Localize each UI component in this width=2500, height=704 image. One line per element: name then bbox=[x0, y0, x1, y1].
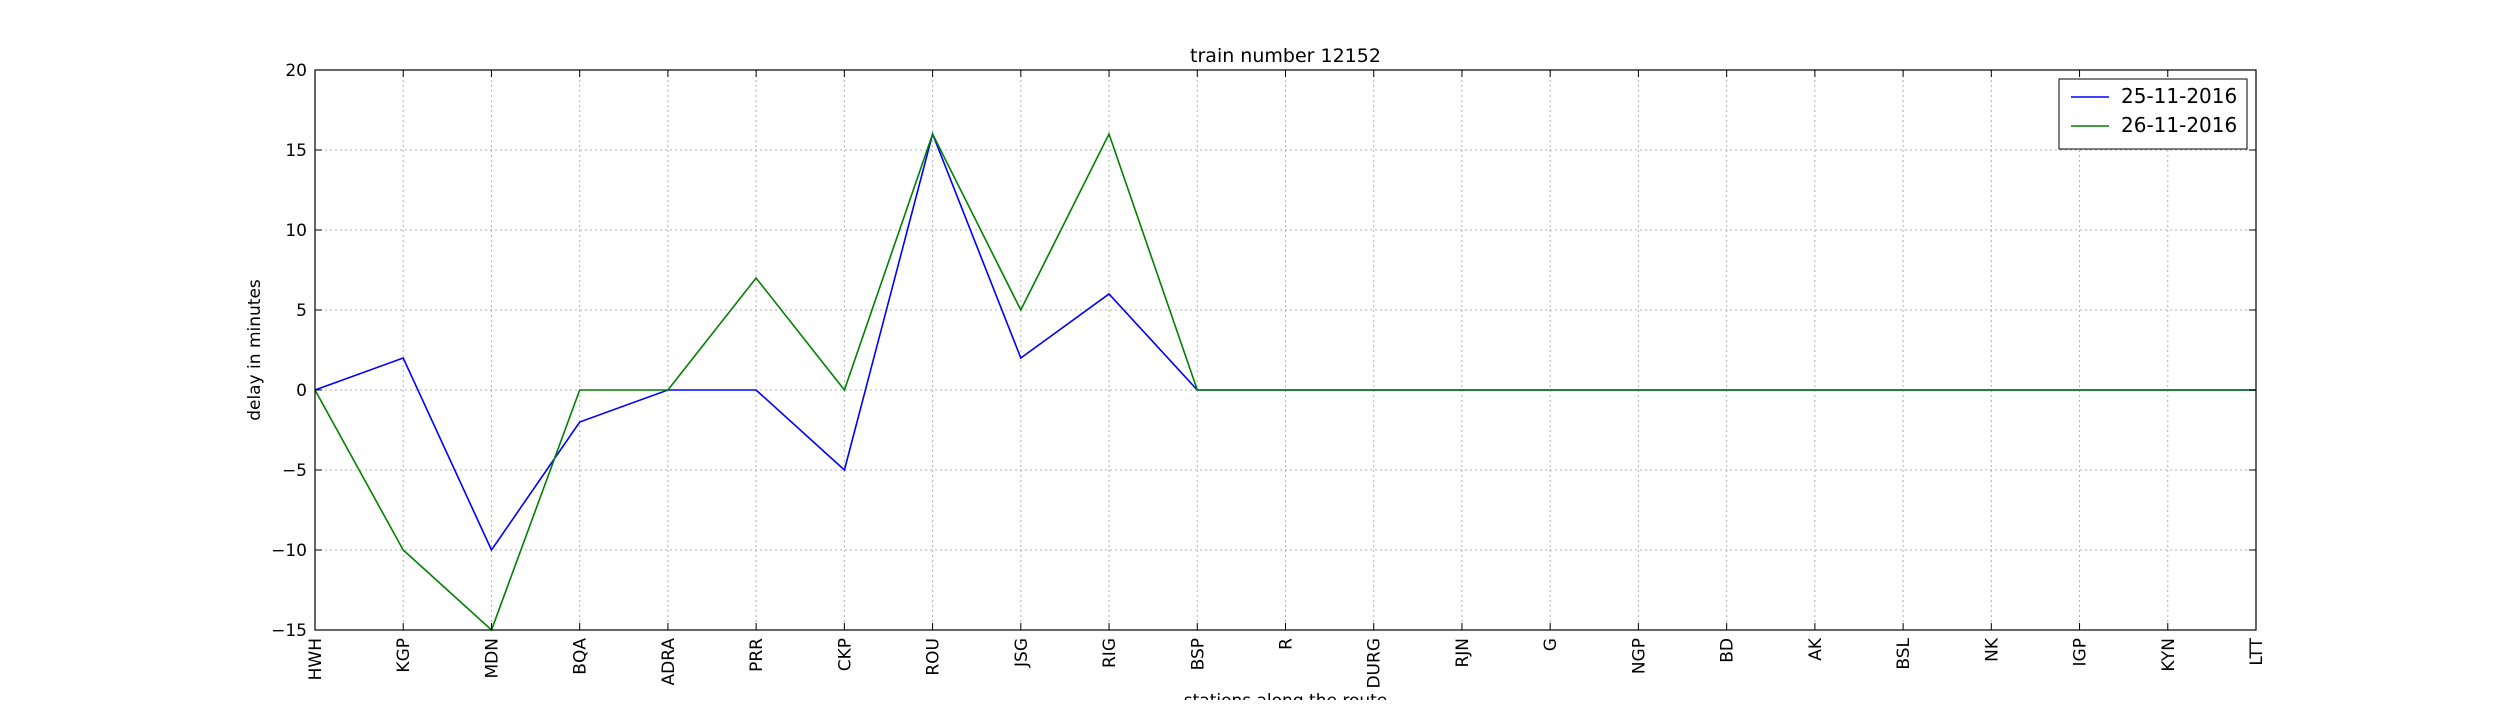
legend: 25-11-2016 26-11-2016 bbox=[2059, 79, 2247, 149]
chart-title: train number 12152 bbox=[1190, 45, 1381, 67]
x-tick-label: IGP bbox=[2071, 638, 2091, 666]
x-tick-label: PRR bbox=[747, 638, 767, 672]
x-tick-label: BSL bbox=[1894, 637, 1914, 669]
x-tick-label: BSP bbox=[1188, 638, 1208, 670]
x-axis-label: stations along the route bbox=[1184, 691, 1388, 700]
x-tick-label: G bbox=[1541, 638, 1561, 651]
y-tick-label: −5 bbox=[282, 461, 307, 481]
x-tick-label: HWH bbox=[306, 638, 326, 680]
x-tick-label: CKP bbox=[835, 638, 855, 671]
x-tick-label: LTT bbox=[2247, 637, 2267, 665]
y-tick-label: 0 bbox=[296, 381, 307, 401]
legend-label: 26-11-2016 bbox=[2121, 113, 2237, 137]
y-tick-label: 15 bbox=[285, 141, 307, 161]
y-tick-label: −10 bbox=[271, 541, 307, 561]
x-tick-label: NK bbox=[1982, 637, 2002, 662]
x-tick-label: MDN bbox=[482, 638, 502, 678]
x-tick-label: NGP bbox=[1629, 638, 1649, 674]
x-tick-label: RIG bbox=[1100, 638, 1120, 668]
x-tick-label: AK bbox=[1806, 637, 1826, 661]
y-tick-label: −15 bbox=[271, 621, 307, 641]
x-tick-label: DURG bbox=[1365, 638, 1385, 689]
x-tick-label: KGP bbox=[394, 638, 414, 673]
y-tick-label: 20 bbox=[285, 61, 307, 81]
x-tick-label: KYN bbox=[2159, 638, 2179, 672]
y-tick-label: 5 bbox=[296, 301, 307, 321]
x-tick-label: BD bbox=[1718, 638, 1738, 663]
y-axis-label: delay in minutes bbox=[245, 279, 265, 421]
x-tick-label: ADRA bbox=[659, 638, 679, 686]
x-tick-label: BQA bbox=[571, 638, 591, 675]
legend-label: 25-11-2016 bbox=[2121, 84, 2237, 108]
x-tick-label: JSG bbox=[1012, 638, 1032, 668]
x-tick-label: R bbox=[1277, 638, 1297, 650]
y-tick-label: 10 bbox=[285, 221, 307, 241]
x-tick-label: RJN bbox=[1453, 638, 1473, 668]
x-tick-label: ROU bbox=[924, 638, 944, 676]
